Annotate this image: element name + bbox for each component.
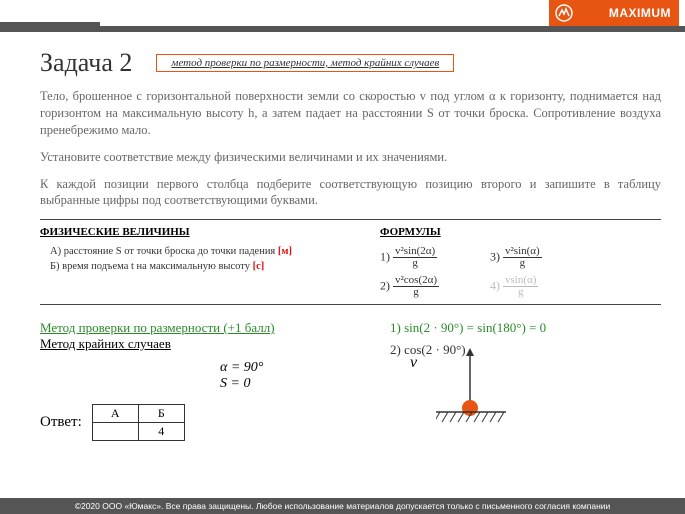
logo-icon [555, 4, 573, 22]
brand-logo: MAXIMUM [549, 0, 679, 26]
ball-trajectory-icon [450, 348, 490, 418]
formulas-column: ФОРМУЛЫ 1) v²sin(2α)g 3) v²sin(α)g 2) v²… [380, 226, 661, 298]
s-equation: S = 0 [220, 376, 661, 392]
quantity-b: Б) время подъема t на максимальную высот… [50, 261, 340, 272]
columns-row: ФИЗИЧЕСКИЕ ВЕЛИЧИНЫ А) расстояние S от т… [40, 226, 661, 298]
derivation-sin: 1) sin(2 · 90°) = sin(180°) = 0 [390, 320, 650, 336]
separator-bottom [40, 304, 661, 305]
separator-top [40, 219, 661, 220]
answer-head-a: А [92, 405, 138, 423]
formulas-header: ФОРМУЛЫ [380, 226, 661, 238]
quantities-header: ФИЗИЧЕСКИЕ ВЕЛИЧИНЫ [40, 226, 340, 238]
alpha-equation: α = 90° [220, 360, 661, 376]
quantity-a-text: расстояние S от точки броска до точки па… [64, 246, 276, 257]
formula-1: 1) v²sin(2α)g [380, 246, 490, 269]
footer: ©2020 ООО «Юмакс». Все права защищены. Л… [0, 498, 685, 514]
page-title: Задача 2 [40, 48, 132, 78]
formula-4-label: 4) [490, 279, 500, 293]
quantity-a: А) расстояние S от точки броска до точки… [50, 246, 340, 257]
answer-label: Ответ: [40, 414, 82, 431]
formula-3-label: 3) [490, 250, 500, 264]
formula-4-den: g [503, 287, 538, 298]
quantity-a-letter: А) [50, 246, 61, 257]
answer-head-b: Б [138, 405, 184, 423]
answer-row: Ответ: А Б 4 [40, 404, 661, 441]
quantities-column: ФИЗИЧЕСКИЕ ВЕЛИЧИНЫ А) расстояние S от т… [40, 226, 340, 298]
answer-table: А Б 4 [92, 404, 185, 441]
brand-name: MAXIMUM [609, 6, 671, 20]
velocity-vector-label: v⃗ [410, 354, 430, 372]
answer-val-b: 4 [138, 423, 184, 441]
right-diagram: 1) sin(2 · 90°) = sin(180°) = 0 2) cos(2… [390, 320, 650, 362]
method-box: метод проверки по размерности, метод кра… [156, 54, 454, 72]
quantity-b-unit: [с] [253, 261, 265, 272]
ground-hatch-icon [436, 410, 506, 424]
quantity-a-unit: [м] [278, 246, 292, 257]
formula-4: 4) vsin(α)g [490, 275, 600, 298]
problem-paragraph-3: К каждой позиции первого столбца подбери… [40, 176, 661, 210]
equations: α = 90° S = 0 [220, 360, 661, 392]
formula-2-label: 2) [380, 279, 390, 293]
formulas-grid: 1) v²sin(2α)g 3) v²sin(α)g 2) v²cos(2α)g… [380, 246, 661, 298]
formula-3: 3) v²sin(α)g [490, 246, 600, 269]
quantity-b-text: время подъема t на максимальную высоту [62, 261, 250, 272]
formula-3-den: g [503, 258, 542, 269]
problem-paragraph-2: Установите соответствие между физическим… [40, 149, 661, 166]
main-content: Задача 2 метод проверки по размерности, … [40, 48, 661, 311]
formula-1-den: g [393, 258, 437, 269]
problem-paragraph-1: Тело, брошенное с горизонтальной поверхн… [40, 88, 661, 139]
lower-section: Метод проверки по размерности (+1 балл) … [40, 320, 661, 441]
formula-2-den: g [393, 287, 439, 298]
top-bar: MAXIMUM [0, 0, 685, 32]
answer-val-a [92, 423, 138, 441]
formula-1-label: 1) [380, 250, 390, 264]
formula-2: 2) v²cos(2α)g [380, 275, 490, 298]
quantity-b-letter: Б) [50, 261, 60, 272]
